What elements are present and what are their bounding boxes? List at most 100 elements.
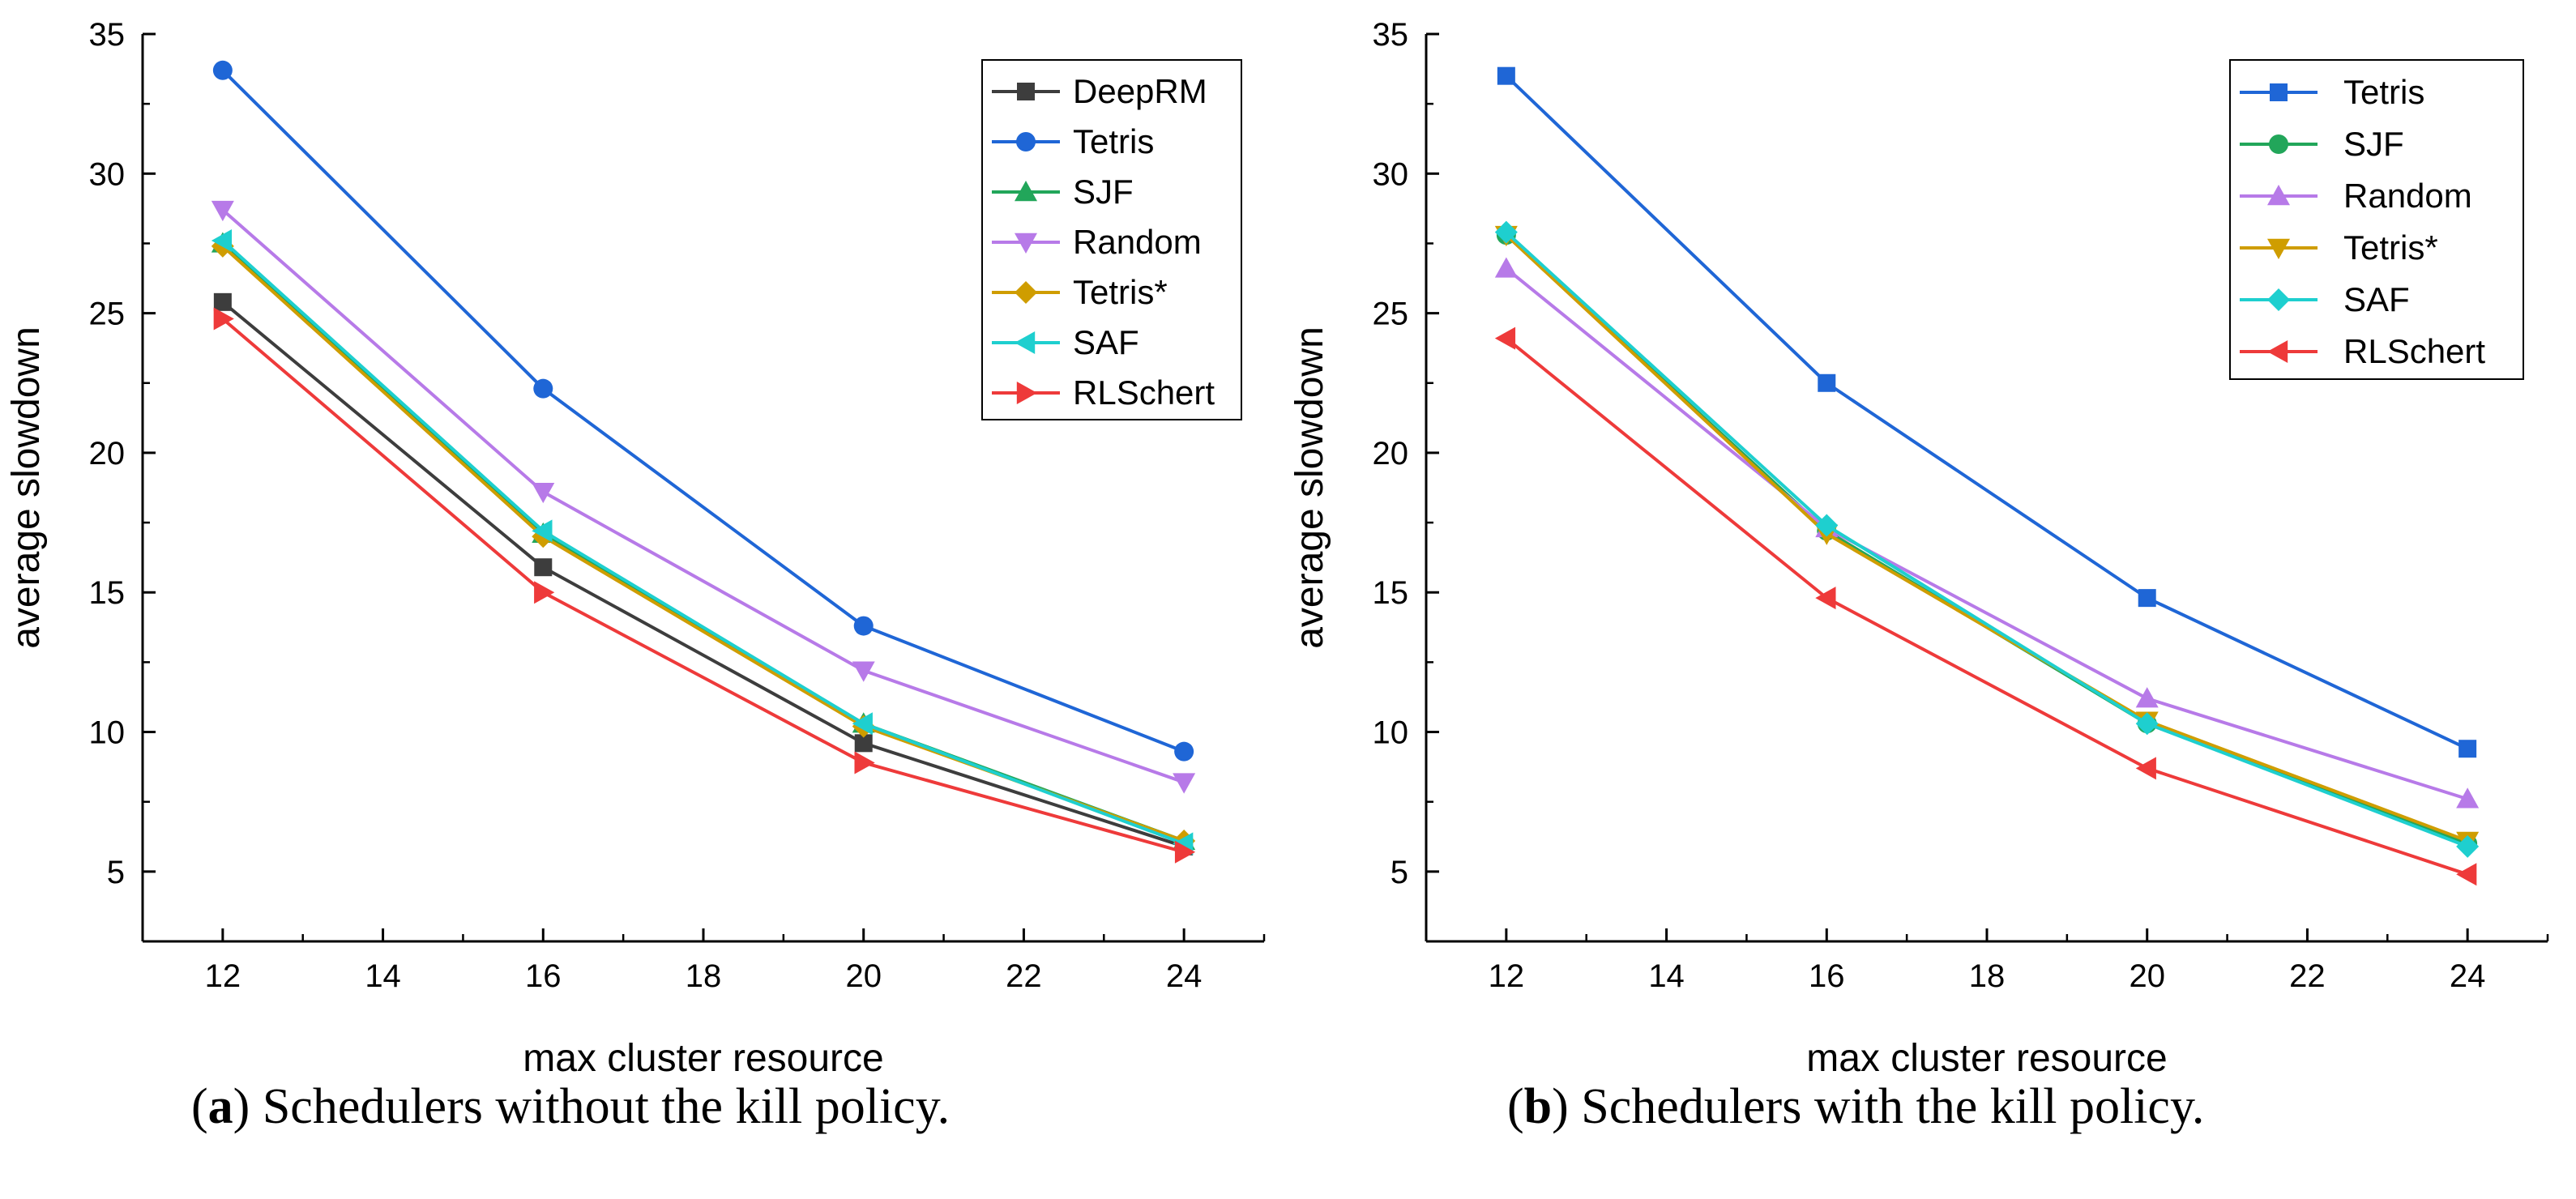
panel-a-legend-label-random: Random xyxy=(1073,223,1202,261)
panel-a-data-point-saf xyxy=(211,229,233,253)
panel-a-x-axis-label: max cluster resource xyxy=(523,1037,883,1080)
panel-a-y-tick-label: 5 xyxy=(107,855,125,890)
panel-b-y-tick-label: 35 xyxy=(1373,17,1409,53)
panel-b: 5 10 15 20 25 30 35 12 14 16 18 20 22 24 max cluster r… xyxy=(1288,17,2549,1080)
panel-a-series-line-deeprm xyxy=(221,301,1185,848)
panel-b-x-tick-label: 12 xyxy=(1489,958,1525,994)
panel-b-data-point-saf xyxy=(2456,834,2480,858)
panel-b-data-point-random xyxy=(2456,787,2480,809)
panel-b-legend-marker-tetris xyxy=(2270,83,2288,101)
panel-a-legend-marker-tetris-star xyxy=(1015,281,1037,304)
caption-b-paren-close: ) xyxy=(1552,1079,1581,1134)
panel-b-y-tick-label: 15 xyxy=(1373,575,1409,611)
caption-a-text: Schedulers without the kill policy. xyxy=(263,1079,950,1134)
panel-b-y-tick-label: 5 xyxy=(1391,855,1408,890)
panel-a-series-line-saf xyxy=(221,239,1185,846)
panel-b-x-axis-label: max cluster resource xyxy=(1806,1037,2167,1080)
panel-a-y-tick-label: 35 xyxy=(89,17,126,53)
panel-a-legend-label-tetris-star: Tetris* xyxy=(1073,273,1168,311)
panel-b-legend-label-tetris-star: Tetris* xyxy=(2343,228,2438,267)
panel-a-series-line-random xyxy=(221,208,1185,784)
caption-a-paren-close: ) xyxy=(233,1079,263,1134)
panel-a-legend-marker-saf xyxy=(1015,331,1036,354)
panel-b-y-axis-label: average slowdown xyxy=(1288,326,1331,649)
panel-b-data-point-tetris xyxy=(2459,740,2477,758)
panel-b-series-line-tetris xyxy=(1505,75,2468,751)
panel-b-data-point-rlschert xyxy=(2135,757,2156,780)
panel-a-y-tick-label: 15 xyxy=(89,575,126,611)
caption-a: (a) Schedulers without the kill policy. xyxy=(191,1079,950,1134)
panel-b-data-point-tetris xyxy=(2138,589,2156,608)
panel-a-legend-label-sjf: SJF xyxy=(1073,173,1134,211)
panel-b-x-tick-label: 22 xyxy=(2289,958,2326,994)
panel-a-legend-marker-sjf xyxy=(1015,181,1037,202)
panel-b-x-tick-label: 16 xyxy=(1809,958,1845,994)
panel-a-x-tick-label: 12 xyxy=(205,958,241,994)
panel-a-legend-marker-random xyxy=(1015,233,1037,254)
panel-a-series-line-tetris xyxy=(221,69,1185,753)
panel-a-data-point-saf xyxy=(532,519,553,543)
panel-a-legend-label-deeprm: DeepRM xyxy=(1073,72,1207,110)
panel-b-legend-box xyxy=(2229,59,2524,380)
panel-a-data-point-deeprm xyxy=(534,558,553,577)
panel-a-data-point-deeprm xyxy=(854,734,873,753)
panel-b-legend-marker-rlschert xyxy=(2267,340,2288,363)
panel-b-data-point-saf xyxy=(1494,220,1518,244)
panel-b-x-tick-label: 14 xyxy=(1648,958,1685,994)
panel-b-data-point-tetris xyxy=(1497,66,1515,85)
panel-b-series-line-random xyxy=(1505,267,2468,801)
panel-b-series-line-rlschert xyxy=(1505,337,2468,877)
panel-b-x-tick-label: 24 xyxy=(2450,958,2486,994)
panel-b-y-tick-label: 20 xyxy=(1373,436,1409,471)
panel-a-data-point-saf xyxy=(852,712,873,736)
caption-a-tag: a xyxy=(208,1079,233,1134)
panel-a-data-point-rlschert xyxy=(213,307,234,331)
panel-a-x-tick-label: 18 xyxy=(686,958,722,994)
panel-a: 5 10 15 20 25 30 35 12 14 16 18 20 22 24 max cluster r… xyxy=(5,17,1266,1080)
panel-a-x-tick-label: 24 xyxy=(1166,958,1203,994)
panel-a-data-point-tetris xyxy=(853,616,874,636)
panel-b-data-point-saf xyxy=(2135,712,2159,736)
panel-a-data-point-deeprm xyxy=(213,292,232,311)
panel-a-y-tick-label: 10 xyxy=(89,715,126,751)
panel-a-legend-label-saf: SAF xyxy=(1073,323,1139,361)
panel-b-series-line-tetris-star xyxy=(1505,233,2468,843)
panel-a-data-point-random xyxy=(1173,773,1196,794)
panel-b-x-tick-label: 18 xyxy=(1969,958,2006,994)
panel-b-data-point-random xyxy=(1494,257,1518,278)
panel-a-legend-marker-rlschert xyxy=(1016,382,1037,404)
panel-b-data-point-random xyxy=(2135,687,2159,708)
caption-a-paren-open: ( xyxy=(191,1079,208,1134)
panel-a-data-point-rlschert xyxy=(854,751,875,774)
panel-a-y-axis-label: average slowdown xyxy=(5,326,48,649)
panel-a-y-tick-label: 20 xyxy=(89,436,126,471)
panel-a-x-tick-label: 16 xyxy=(525,958,562,994)
panel-a-data-point-tetris xyxy=(1174,741,1194,762)
panel-b-legend-label-saf: SAF xyxy=(2343,280,2410,318)
panel-b-legend-marker-saf xyxy=(2267,288,2290,311)
panel-b-legend-marker-sjf xyxy=(2269,134,2288,154)
panel-b-data-point-rlschert xyxy=(2456,863,2477,886)
panel-a-legend-marker-deeprm xyxy=(1017,83,1035,100)
panel-b-legend-marker-tetris-star xyxy=(2267,238,2290,259)
panel-a-data-point-random xyxy=(211,200,234,222)
panel-a-data-point-tetris xyxy=(212,60,233,80)
panel-b-legend-marker-random xyxy=(2267,185,2290,206)
panel-a-x-tick-label: 14 xyxy=(365,958,401,994)
panel-a-data-point-rlschert xyxy=(534,581,555,604)
panel-b-data-point-saf xyxy=(1815,514,1839,537)
panel-a-data-point-random xyxy=(852,661,875,682)
panel-a-x-tick-label: 20 xyxy=(845,958,882,994)
caption-b-tag: b xyxy=(1524,1079,1552,1134)
caption-b-text: Schedulers with the kill policy. xyxy=(1581,1079,2204,1134)
panel-b-data-point-rlschert xyxy=(1494,326,1516,350)
panel-a-series-line-rlschert xyxy=(221,317,1185,854)
panel-a-data-point-random xyxy=(532,482,555,504)
panel-a-data-point-tetris xyxy=(533,378,553,399)
panel-b-legend-label-rlschert: RLSchert xyxy=(2343,332,2485,370)
panel-a-legend-marker-tetris xyxy=(1016,132,1036,151)
caption-b-paren-open: ( xyxy=(1507,1079,1524,1134)
panel-b-series-line-saf xyxy=(1505,231,2468,848)
panel-b-y-tick-label: 30 xyxy=(1373,156,1409,192)
